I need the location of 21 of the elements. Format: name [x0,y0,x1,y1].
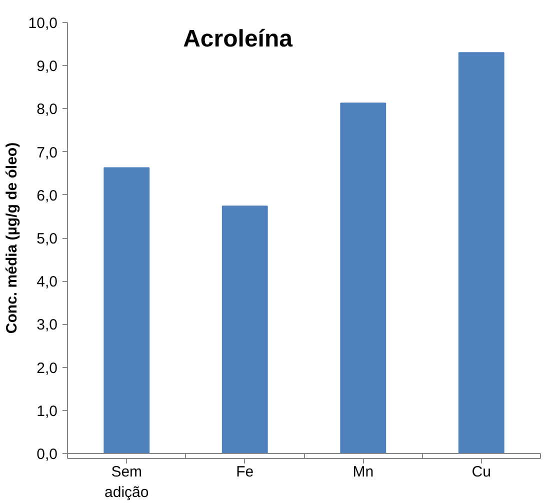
y-tick-label: 3,0 [36,316,58,334]
y-axis-title: Conc. média (µg/g de óleo) [3,142,20,334]
bar [458,52,504,454]
y-tick-label: 5,0 [36,230,58,248]
y-tick-label: 9,0 [36,58,58,76]
bar [104,167,150,454]
x-tick-label: Fe [236,464,254,480]
x-tick-label: Cu [472,464,491,480]
y-tick-label: 10,0 [28,15,58,32]
y-tick-label: 0,0 [36,446,58,463]
bar [340,102,386,454]
y-tick-label: 6,0 [36,187,58,204]
y-tick-label: 7,0 [36,144,58,162]
y-tick-label: 8,0 [36,101,58,118]
x-tick-label: Sem adição [104,464,149,501]
y-tick-label: 4,0 [36,274,58,291]
y-tick-label: 1,0 [36,402,58,420]
x-tick-label: Mn [352,464,374,480]
bar [222,206,268,454]
chart-title: Acroleína [183,26,294,52]
y-tick-label: 2,0 [36,360,58,377]
